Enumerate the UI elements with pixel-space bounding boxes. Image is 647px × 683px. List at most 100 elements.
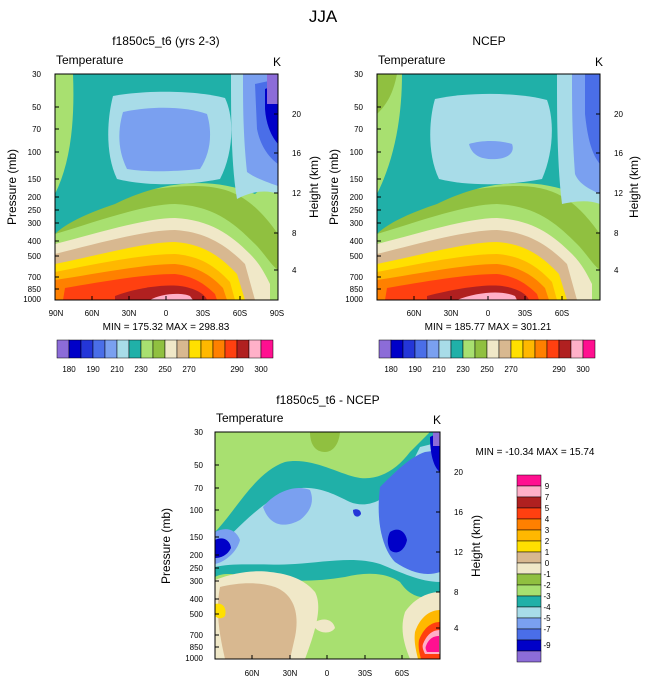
panel-diff-left-label: Temperature xyxy=(216,411,284,425)
y-tick-label: 300 xyxy=(350,219,364,228)
panel-ncep-units-label: K xyxy=(595,55,603,69)
y-tick-label: 30 xyxy=(354,70,363,79)
colorbar-swatch xyxy=(402,339,416,359)
colorbar-swatch xyxy=(516,617,542,630)
y-tick-label: 50 xyxy=(194,461,203,470)
colorbar-label: -7 xyxy=(543,625,551,634)
colorbar-swatch xyxy=(516,551,542,564)
panel-model-units-label: K xyxy=(273,55,281,69)
y-tick-label: 70 xyxy=(32,125,41,134)
colorbar-label: 300 xyxy=(254,365,268,374)
x-tick-label: 60N xyxy=(85,309,100,318)
colorbar-swatch xyxy=(516,496,542,509)
colorbar-label: 9 xyxy=(545,482,550,491)
panel-ncep-colorbar xyxy=(378,339,596,359)
panel-diff-x-ticks xyxy=(251,655,403,659)
colorbar-swatch xyxy=(152,339,166,359)
height-tick-label: 16 xyxy=(454,508,463,517)
colorbar-label: 250 xyxy=(158,365,172,374)
colorbar-label: 230 xyxy=(134,365,148,374)
colorbar-swatch xyxy=(462,339,476,359)
panel-model-x-ticks xyxy=(91,296,241,300)
panel-ncep-colorbar-labels: 180 190 210 230 250 270 290 300 xyxy=(384,365,590,374)
colorbar-swatch xyxy=(516,507,542,520)
y-tick-label: 200 xyxy=(28,193,42,202)
y-tick-label: 100 xyxy=(190,506,204,515)
colorbar-label: 250 xyxy=(480,365,494,374)
colorbar-swatch xyxy=(474,339,488,359)
y-tick-label: 850 xyxy=(350,285,364,294)
y-tick-label: 200 xyxy=(190,551,204,560)
y-tick-label: 500 xyxy=(190,610,204,619)
panel-model-stats: MIN = 175.32 MAX = 298.83 xyxy=(103,322,230,333)
colorbar-swatch xyxy=(188,339,202,359)
colorbar-label: 190 xyxy=(408,365,422,374)
height-tick-label: 4 xyxy=(614,266,619,275)
panel-diff-height-axis: 20 16 12 8 4 xyxy=(454,468,463,633)
y-tick-label: 100 xyxy=(350,148,364,157)
colorbar-swatch xyxy=(534,339,548,359)
colorbar-swatch xyxy=(56,339,70,359)
panel-diff-y-axis: 30 50 70 100 150 200 250 300 400 500 700… xyxy=(185,428,203,663)
colorbar-swatch xyxy=(390,339,404,359)
colorbar-label: 210 xyxy=(110,365,124,374)
y-tick-label: 400 xyxy=(350,237,364,246)
panel-ncep-left-label: Temperature xyxy=(378,53,446,67)
colorbar-label: 2 xyxy=(545,537,550,546)
colorbar-label: 3 xyxy=(545,526,550,535)
colorbar-label: 210 xyxy=(432,365,446,374)
colorbar-swatch xyxy=(116,339,130,359)
panel-diff-y-axis-title: Pressure (mb) xyxy=(159,508,173,584)
x-tick-label: 90S xyxy=(270,309,284,318)
colorbar-label: -1 xyxy=(543,570,551,579)
height-tick-label: 16 xyxy=(614,149,623,158)
x-tick-label: 30N xyxy=(283,669,298,678)
y-tick-label: 250 xyxy=(28,206,42,215)
height-tick-label: 8 xyxy=(454,588,459,597)
y-tick-label: 1000 xyxy=(23,295,41,304)
height-tick-label: 8 xyxy=(614,229,619,238)
colorbar-label: 230 xyxy=(456,365,470,374)
colorbar-swatch xyxy=(438,339,452,359)
x-tick-label: 30S xyxy=(358,669,372,678)
colorbar-swatch xyxy=(516,474,542,487)
panel-diff-x-axis: 60N 30N 0 30S 60S xyxy=(245,669,409,678)
contour-band xyxy=(310,432,340,452)
colorbar-swatch xyxy=(224,339,238,359)
colorbar-swatch xyxy=(516,650,542,663)
panel-diff-colorbar-labels: 9 7 5 4 3 2 1 0 -1 -2 -3 -4 -5 -7 -9 xyxy=(543,482,551,650)
panel-model: f1850c5_t6 (yrs 2-3) Temperature K xyxy=(5,34,321,374)
panel-model-colorbar-labels: 180 190 210 230 250 270 290 300 xyxy=(62,365,268,374)
colorbar-swatch xyxy=(378,339,392,359)
colorbar-swatch xyxy=(164,339,178,359)
colorbar-swatch xyxy=(510,339,524,359)
x-tick-label: 90N xyxy=(49,309,64,318)
height-tick-label: 4 xyxy=(454,624,459,633)
colorbar-swatch xyxy=(570,339,584,359)
colorbar-swatch xyxy=(516,540,542,553)
y-tick-label: 150 xyxy=(28,175,42,184)
height-tick-label: 20 xyxy=(292,110,301,119)
colorbar-label: 5 xyxy=(545,504,550,513)
height-tick-label: 20 xyxy=(614,110,623,119)
panel-ncep-x-axis: 60N 30N 0 30S 60S xyxy=(407,309,569,318)
colorbar-swatch xyxy=(498,339,512,359)
panel-model-title: f1850c5_t6 (yrs 2-3) xyxy=(112,34,219,48)
colorbar-label: 300 xyxy=(576,365,590,374)
panel-ncep-x-ticks xyxy=(413,296,563,300)
height-tick-label: 8 xyxy=(292,229,297,238)
panel-ncep-y-axis-title: Pressure (mb) xyxy=(327,149,341,225)
panel-model-y-axis-title: Pressure (mb) xyxy=(5,149,19,225)
contour-band xyxy=(457,292,517,300)
contour-band xyxy=(425,636,439,652)
colorbar-swatch xyxy=(92,339,106,359)
y-tick-label: 500 xyxy=(350,252,364,261)
colorbar-label: 0 xyxy=(545,559,550,568)
y-tick-label: 50 xyxy=(32,103,41,112)
colorbar-label: 180 xyxy=(62,365,76,374)
contour-band xyxy=(267,74,278,104)
colorbar-label: 290 xyxy=(552,365,566,374)
colorbar-swatch xyxy=(486,339,500,359)
contour-band xyxy=(119,107,211,172)
panel-model-x-axis: 90N 60N 30N 0 30S 60S 90S xyxy=(49,309,284,318)
